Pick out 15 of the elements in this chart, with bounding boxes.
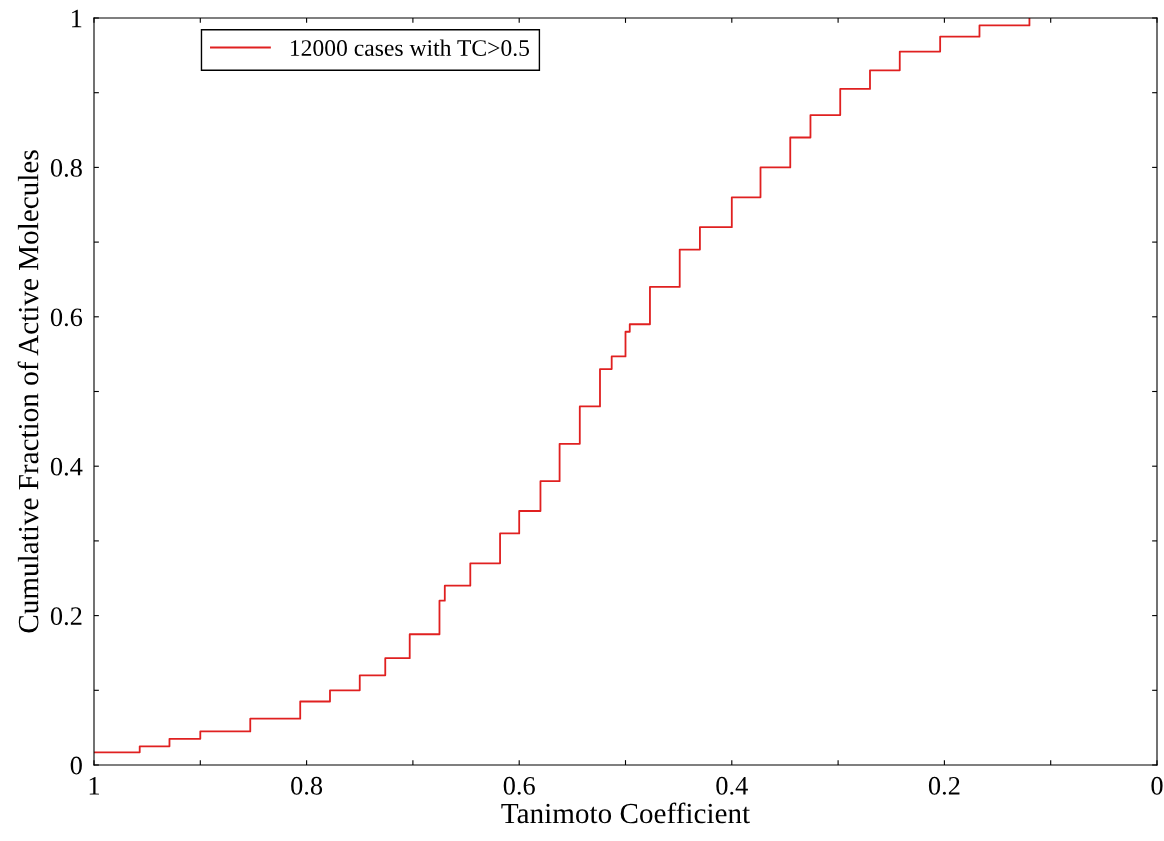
x-tick-label: 0.2 [928,776,960,795]
x-tick-label: 0.8 [291,776,323,795]
x-tick-label: 0.6 [503,776,535,795]
y-tick-label: 0 [70,756,82,775]
x-tick-label: 0 [1151,776,1163,795]
y-axis-title: Cumulative Fraction of Active Molecules [17,150,39,633]
y-tick-label: 1 [72,9,82,28]
y-tick-label: 0.2 [50,607,82,626]
x-tick-label: 0.4 [716,776,748,795]
y-tick-label: 0.6 [50,308,83,327]
y-tick-label: 0.4 [50,457,83,476]
legend-label: 12000 cases with TC>0.5 [290,39,530,57]
x-tick-label: 1 [89,777,100,795]
y-tick-label: 0.8 [50,159,82,177]
x-axis-title: Tanimoto Coefficient [501,802,750,824]
